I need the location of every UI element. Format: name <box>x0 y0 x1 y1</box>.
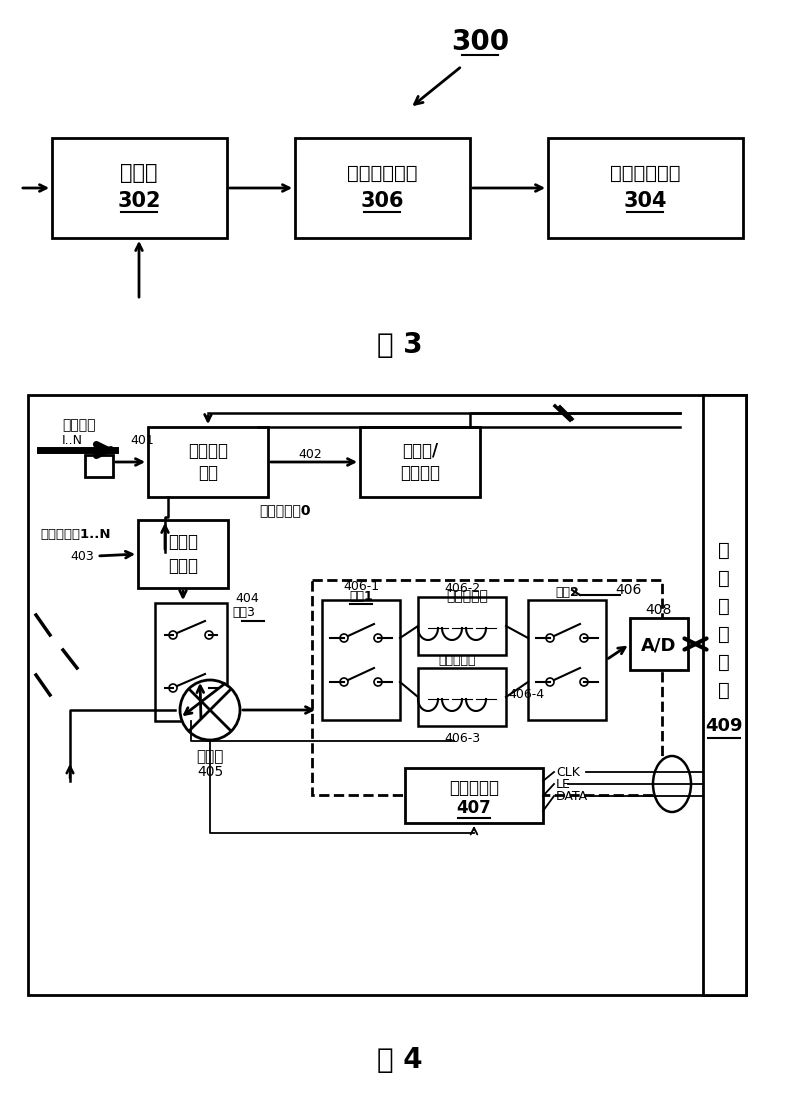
Text: 锁相环单元: 锁相环单元 <box>449 779 499 797</box>
Text: 天馈单元: 天馈单元 <box>400 464 440 482</box>
Text: 409: 409 <box>706 717 742 735</box>
Ellipse shape <box>653 756 691 812</box>
Text: 混频器: 混频器 <box>120 163 158 183</box>
Circle shape <box>580 678 588 686</box>
Text: 开关1: 开关1 <box>349 591 373 604</box>
Text: 300: 300 <box>451 28 509 56</box>
Bar <box>28 395 746 995</box>
Bar <box>322 600 400 720</box>
Text: 图 3: 图 3 <box>377 331 423 359</box>
Text: 一开关: 一开关 <box>168 557 198 575</box>
Text: 406: 406 <box>615 583 641 597</box>
Text: 406-3: 406-3 <box>444 731 480 744</box>
Text: 304: 304 <box>623 191 666 212</box>
Bar <box>548 138 743 238</box>
Text: 理: 理 <box>718 625 730 643</box>
Text: 302: 302 <box>118 191 161 212</box>
Text: 混频器: 混频器 <box>196 750 224 765</box>
Text: 407: 407 <box>457 799 491 817</box>
Bar <box>405 768 543 823</box>
Text: 306: 306 <box>360 191 404 212</box>
Bar <box>155 603 227 721</box>
Circle shape <box>205 631 213 639</box>
Text: I..N: I..N <box>62 434 83 446</box>
Text: 404: 404 <box>235 592 258 605</box>
Bar <box>528 600 606 720</box>
Text: 功率耦合器0: 功率耦合器0 <box>259 503 310 517</box>
Circle shape <box>180 680 240 740</box>
Text: 模数转换单元: 模数转换单元 <box>610 163 680 183</box>
Circle shape <box>340 678 348 686</box>
Text: 405: 405 <box>197 765 223 779</box>
Circle shape <box>546 633 554 642</box>
Text: 滤波组合单元: 滤波组合单元 <box>346 163 418 183</box>
Text: 处: 处 <box>718 596 730 616</box>
Bar <box>85 455 113 477</box>
Circle shape <box>205 684 213 692</box>
Circle shape <box>374 633 382 642</box>
Bar <box>630 618 688 670</box>
Text: 双工器/: 双工器/ <box>402 442 438 460</box>
Text: 载波功率: 载波功率 <box>62 418 95 432</box>
Bar <box>295 138 470 238</box>
Circle shape <box>546 678 554 686</box>
Bar <box>360 427 480 496</box>
Circle shape <box>169 684 177 692</box>
Text: 406-2: 406-2 <box>444 582 480 595</box>
Text: A/D: A/D <box>642 637 677 655</box>
Circle shape <box>580 633 588 642</box>
Text: 403: 403 <box>70 549 94 562</box>
Text: 元: 元 <box>718 681 730 699</box>
Text: 406-4: 406-4 <box>508 687 544 700</box>
Text: 406-1: 406-1 <box>343 580 379 593</box>
Text: 宽带滤波器: 宽带滤波器 <box>446 589 488 603</box>
Text: 多路合: 多路合 <box>168 533 198 551</box>
Text: CLK: CLK <box>556 765 580 778</box>
Bar <box>418 597 506 655</box>
Circle shape <box>169 631 177 639</box>
Bar <box>138 520 228 587</box>
Text: 基: 基 <box>718 540 730 559</box>
Circle shape <box>374 678 382 686</box>
Bar <box>312 580 662 795</box>
Text: 单: 单 <box>718 652 730 672</box>
Text: 窄带滤波器: 窄带滤波器 <box>438 653 476 666</box>
Text: 带: 带 <box>718 569 730 587</box>
Text: 开关3: 开关3 <box>232 606 255 619</box>
Text: 401: 401 <box>130 434 154 446</box>
Text: LE: LE <box>556 777 571 790</box>
Text: 408: 408 <box>646 603 672 617</box>
Bar <box>148 427 268 496</box>
Text: 系统: 系统 <box>198 464 218 482</box>
Text: 402: 402 <box>298 448 322 461</box>
Bar <box>703 395 746 995</box>
Circle shape <box>340 633 348 642</box>
Text: 图 4: 图 4 <box>377 1046 423 1074</box>
Bar <box>418 667 506 726</box>
Bar <box>52 138 227 238</box>
Text: DATA: DATA <box>556 789 588 802</box>
Text: 功率耦合器1..N: 功率耦合器1..N <box>40 528 110 541</box>
Text: 电调滤波: 电调滤波 <box>188 442 228 460</box>
Text: 开关2: 开关2 <box>555 585 579 598</box>
